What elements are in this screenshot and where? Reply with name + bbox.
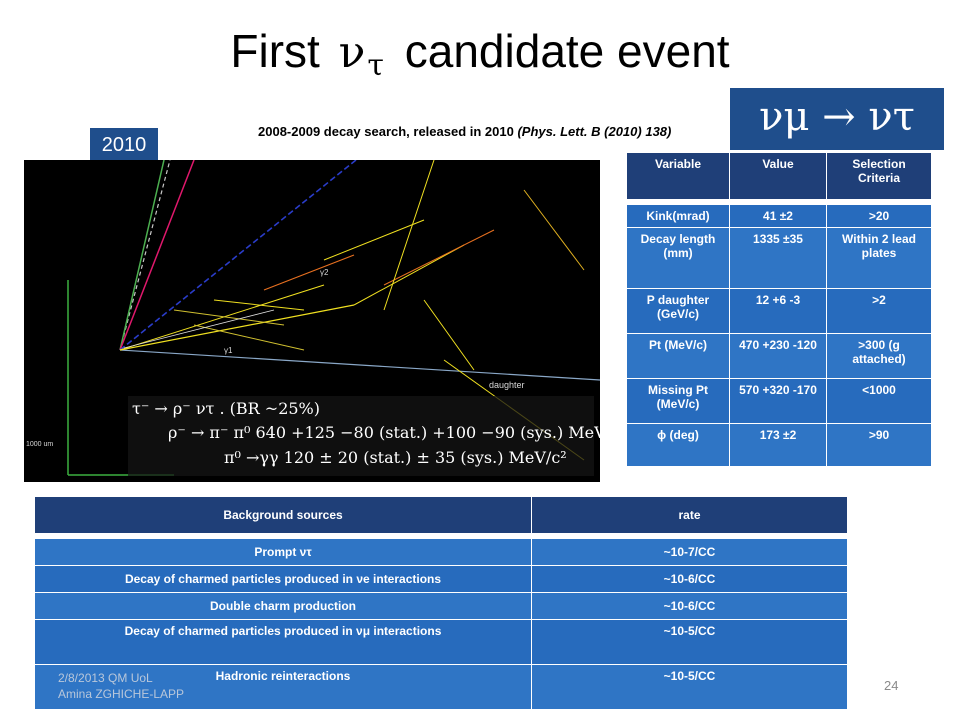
table-row: Double charm production ~10-6/CC [34, 592, 848, 620]
table-row: Prompt ντ ~10-7/CC [34, 538, 848, 566]
gamma1-label: γ1 [224, 346, 233, 355]
value-cell: 173 ±2 [729, 423, 827, 467]
table-row: Decay of charmed particles produced in ν… [34, 565, 848, 593]
rate-cell: ~10-5/CC [531, 619, 848, 665]
criteria-cell: <1000 [826, 378, 932, 424]
daughter-label: daughter [489, 380, 525, 390]
decay-line-tau: τ⁻ → ρ⁻ ντ . (BR ~25%) [132, 399, 320, 418]
table-row: Hadronic reinteractions ~10-5/CC [34, 664, 848, 710]
value-cell: 570 +320 -170 [729, 378, 827, 424]
title-prefix: First [230, 25, 320, 77]
variables-table: Variable Value Selection Criteria Kink(m… [626, 152, 932, 467]
criteria-cell: >90 [826, 423, 932, 467]
header-background-sources: Background sources [34, 496, 532, 534]
tau-subscript: τ [367, 48, 384, 83]
source-cell: Double charm production [34, 592, 532, 620]
decay-channel-panel: τ⁻ → ρ⁻ ντ . (BR ~25%) ρ⁻ → π⁻ π⁰ 640 +1… [128, 396, 600, 476]
table-row: Missing Pt (MeV/c) 570 +320 -170 <1000 [626, 378, 932, 424]
table-row: ϕ (deg) 173 ±2 >90 [626, 423, 932, 467]
source-cell: Decay of charmed particles produced in ν… [34, 619, 532, 665]
value-cell: 41 ±2 [729, 204, 827, 228]
table-row: Pt (MeV/c) 470 +230 -120 >300 (g attache… [626, 333, 932, 379]
header-variable: Variable [626, 152, 730, 200]
value-cell: 1335 ±35 [729, 227, 827, 289]
var-cell: Decay length (mm) [626, 227, 730, 289]
oscillation-formula: νμ → ντ [730, 88, 944, 150]
value-cell: 470 +230 -120 [729, 333, 827, 379]
rate-cell: ~10-7/CC [531, 538, 848, 566]
gamma2-label: γ2 [320, 268, 329, 277]
value-cell: 12 +6 -3 [729, 288, 827, 334]
subtitle-reference: (Phys. Lett. B (2010) 138) [517, 124, 672, 139]
background-header-row: Background sources rate [34, 496, 848, 534]
source-cell: Prompt ντ [34, 538, 532, 566]
var-cell: ϕ (deg) [626, 423, 730, 467]
var-cell: Missing Pt (MeV/c) [626, 378, 730, 424]
header-selection: Selection Criteria [826, 152, 932, 200]
subtitle: 2008-2009 decay search, released in 2010… [258, 124, 671, 139]
footer-date: 2/8/2013 QM UoL [58, 671, 153, 685]
table-row: P daughter (GeV/c) 12 +6 -3 >2 [626, 288, 932, 334]
criteria-cell: >2 [826, 288, 932, 334]
scale-label: 1000 um [26, 441, 53, 448]
criteria-cell: Within 2 lead plates [826, 227, 932, 289]
variables-header-row: Variable Value Selection Criteria [626, 152, 932, 200]
table-row: Kink(mrad) 41 ±2 >20 [626, 204, 932, 228]
background-table: Background sources rate Prompt ντ ~10-7/… [34, 496, 848, 710]
source-cell: Hadronic reinteractions [34, 664, 532, 710]
criteria-cell: >20 [826, 204, 932, 228]
header-rate: rate [531, 496, 848, 534]
footer: 2/8/2013 QM UoL Amina ZGHICHE-LAPP [58, 670, 184, 702]
nu-symbol: ν [338, 27, 366, 78]
rate-cell: ~10-6/CC [531, 592, 848, 620]
slide-title: First ντ candidate event [0, 24, 960, 83]
var-cell: P daughter (GeV/c) [626, 288, 730, 334]
header-value: Value [729, 152, 827, 200]
decay-line-pi0: π⁰ →γγ 120 ± 20 (stat.) ± 35 (sys.) MeV/… [224, 448, 567, 467]
subtitle-main: 2008-2009 decay search, released in 2010 [258, 124, 518, 139]
year-badge: 2010 [90, 128, 158, 162]
table-row: Decay of charmed particles produced in ν… [34, 619, 848, 665]
decay-line-rho: ρ⁻ → π⁻ π⁰ 640 +125 −80 (stat.) +100 −90… [168, 423, 600, 442]
table-row: Decay length (mm) 1335 ±35 Within 2 lead… [626, 227, 932, 289]
footer-author: Amina ZGHICHE-LAPP [58, 687, 185, 701]
rate-cell: ~10-6/CC [531, 565, 848, 593]
event-display-image: γ2 γ1 daughter 1000 um τ⁻ → ρ⁻ ντ . (BR … [24, 160, 600, 482]
criteria-cell: >300 (g attached) [826, 333, 932, 379]
title-suffix: candidate event [404, 25, 730, 77]
rate-cell: ~10-5/CC [531, 664, 848, 710]
source-cell: Decay of charmed particles produced in ν… [34, 565, 532, 593]
var-cell: Pt (MeV/c) [626, 333, 730, 379]
var-cell: Kink(mrad) [626, 204, 730, 228]
page-number: 24 [884, 678, 899, 693]
